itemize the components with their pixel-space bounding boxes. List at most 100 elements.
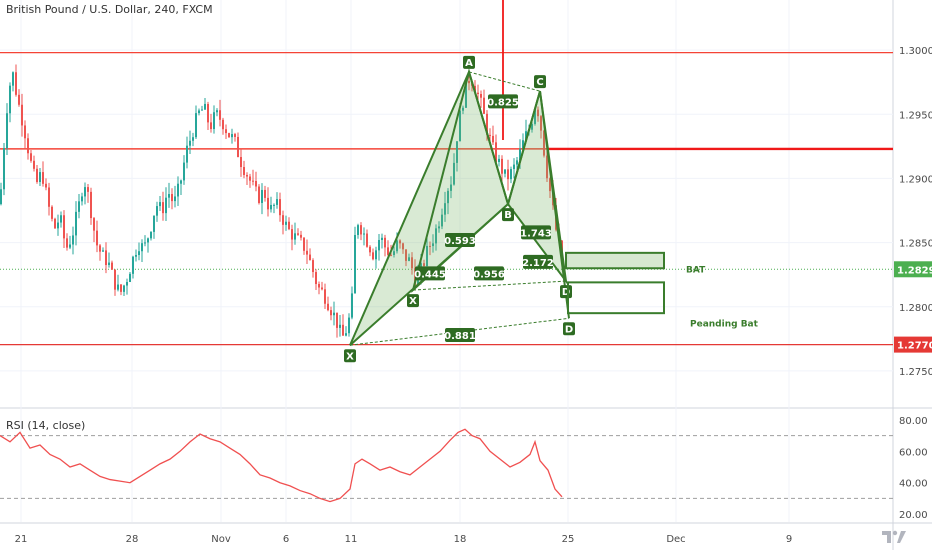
rsi-tick-label: 60.00 [899, 447, 928, 458]
candle-body [186, 145, 188, 163]
candle-body [321, 287, 323, 290]
ratio-label-badge [488, 94, 518, 109]
candle-body [96, 230, 98, 246]
candle-body [480, 94, 482, 98]
candle-body [48, 187, 50, 207]
candle-body [393, 251, 395, 255]
candle-body [444, 203, 446, 215]
ratio-line-ac [468, 71, 541, 92]
rsi-line [0, 428, 563, 503]
candle-body [150, 231, 152, 239]
harmonic-pattern-layer: X A B C D X D 0.825 0.593 0.445 0.956 1.743 2.172 0.8… [344, 55, 575, 363]
candle-body [105, 250, 107, 266]
candle-body [441, 214, 443, 227]
candle-body [216, 110, 218, 113]
candle-body [126, 282, 128, 286]
candle-body [537, 109, 539, 117]
candle-body [399, 240, 401, 244]
candle-body [192, 137, 194, 141]
pattern-point-label: X [409, 296, 417, 307]
pattern-point-badge [344, 349, 356, 363]
ratio-label-text: 0.593 [444, 236, 476, 247]
candle-body [111, 262, 113, 270]
price-tick-label: 1.29500 [899, 110, 932, 121]
candle-body [330, 310, 332, 316]
candle-body [534, 109, 536, 124]
current-price-label: 1.28292 [897, 265, 932, 276]
pattern-point-label: X [346, 351, 354, 362]
candle-body [87, 187, 89, 192]
candle-body [372, 252, 374, 260]
price-tick-label: 1.27500 [899, 367, 932, 378]
candle-body [276, 199, 278, 205]
candle-body [369, 246, 371, 253]
candle-body [456, 141, 458, 163]
pattern-point-badge [502, 208, 514, 222]
candle-body [72, 235, 74, 245]
ratio-label-badge [445, 327, 475, 342]
candle-body [123, 285, 125, 292]
candle-body [129, 273, 131, 283]
candle-body [63, 215, 65, 239]
candle-body [384, 237, 386, 248]
candle-body [402, 243, 404, 250]
ratio-label-badge [523, 254, 553, 269]
pattern-point-label: B [504, 210, 512, 221]
candle-body [27, 138, 29, 154]
x-tick-label: Dec [666, 534, 685, 545]
candle-body [168, 194, 170, 198]
candle-body [312, 260, 314, 273]
candle-body [342, 324, 344, 336]
candle-body [243, 167, 245, 175]
candle-body [396, 240, 398, 252]
candle-body [531, 123, 533, 130]
candle-body [363, 233, 365, 235]
pattern-leg-pending [507, 90, 570, 319]
candle-body [24, 125, 26, 139]
candle-body [255, 181, 257, 187]
candle-body [435, 228, 437, 244]
x-tick-label: Nov [211, 534, 231, 545]
candle-body [291, 229, 293, 240]
candle-body [513, 164, 515, 170]
candle-body [132, 256, 134, 274]
candle-body [492, 135, 494, 143]
candle-body [9, 85, 11, 114]
x-tick-label: 6 [283, 534, 289, 545]
candle-body [54, 218, 56, 229]
candle-body [102, 250, 104, 252]
tradingview-logo[interactable] [880, 528, 908, 546]
price-tick-label: 1.30000 [899, 46, 932, 57]
candle-body [336, 312, 338, 328]
candle-body [498, 158, 500, 163]
candle-body [522, 140, 524, 149]
x-tick-label: 18 [454, 534, 467, 545]
pending-bat-zone [567, 281, 665, 315]
candle-body [159, 202, 161, 207]
candle-body [465, 80, 467, 108]
candle-body [270, 204, 272, 210]
candle-body [141, 243, 143, 252]
candle-body [477, 92, 479, 95]
candle-body [348, 317, 350, 334]
price-tick-label: 1.29000 [899, 174, 932, 185]
candle-body [351, 293, 353, 318]
price-tick-label: 1.28000 [899, 303, 932, 314]
pattern-point-label: A [465, 58, 473, 69]
symbol-title: British Pound / U.S. Dollar, 240, FXCM [6, 3, 213, 16]
candle-body [249, 176, 251, 181]
candle-body [306, 250, 308, 255]
candle-body [198, 110, 200, 114]
candle-body [288, 221, 290, 230]
candle-body [222, 119, 224, 130]
candle-body [303, 237, 305, 251]
ratio-label-text: 2.172 [522, 258, 554, 269]
candle-body [225, 129, 227, 134]
candle-body [195, 113, 197, 138]
candle-body [264, 189, 266, 198]
candle-body [459, 110, 461, 142]
candle-body [300, 234, 302, 238]
pattern-triangle-bcd [506, 90, 568, 285]
